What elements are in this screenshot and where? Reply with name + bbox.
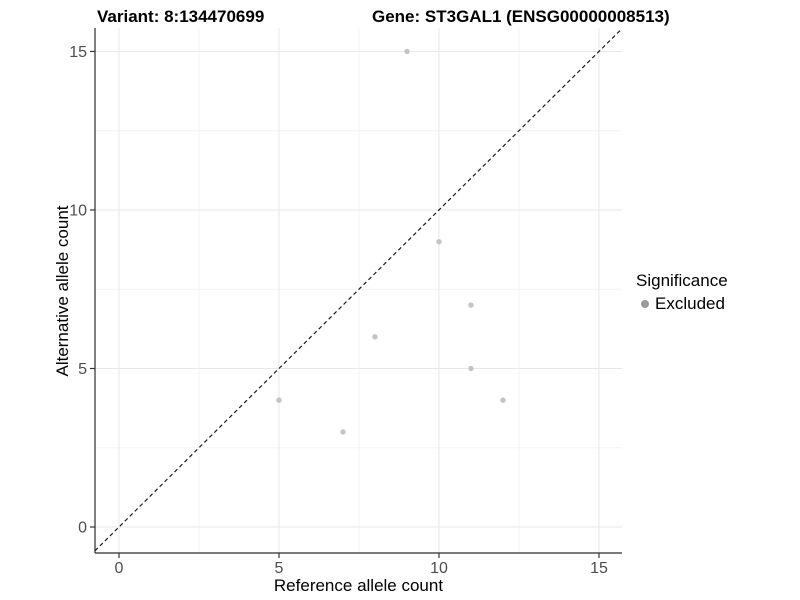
- x-axis-title: Reference allele count: [273, 576, 444, 595]
- variant-title: Variant: 8:134470699: [97, 7, 265, 26]
- legend-item-label: Excluded: [655, 294, 725, 313]
- data-point: [340, 429, 346, 435]
- identity-reference-line: [95, 28, 622, 552]
- data-point: [500, 397, 506, 403]
- x-tick-label: 10: [430, 560, 448, 577]
- y-tick-label: 5: [78, 361, 87, 378]
- y-tick-label: 0: [78, 520, 87, 537]
- data-point: [468, 302, 474, 308]
- data-point: [372, 334, 378, 340]
- data-point: [404, 48, 410, 55]
- legend-key-dot-icon: [641, 300, 649, 308]
- legend-title: Significance: [636, 271, 728, 290]
- x-tick-label: 15: [590, 560, 608, 577]
- y-tick-label: 10: [69, 202, 87, 219]
- data-point: [468, 365, 474, 372]
- x-tick-label: 5: [275, 560, 284, 577]
- x-tick-label: 0: [115, 560, 124, 577]
- y-tick-label: 15: [69, 44, 87, 61]
- legend-item-excluded: Excluded: [636, 294, 728, 314]
- data-point: [436, 238, 442, 245]
- legend: Significance Excluded: [636, 271, 728, 314]
- data-point: [276, 397, 282, 403]
- gene-title: Gene: ST3GAL1 (ENSG00000008513): [372, 7, 670, 26]
- y-axis-title: Alternative allele count: [53, 205, 72, 377]
